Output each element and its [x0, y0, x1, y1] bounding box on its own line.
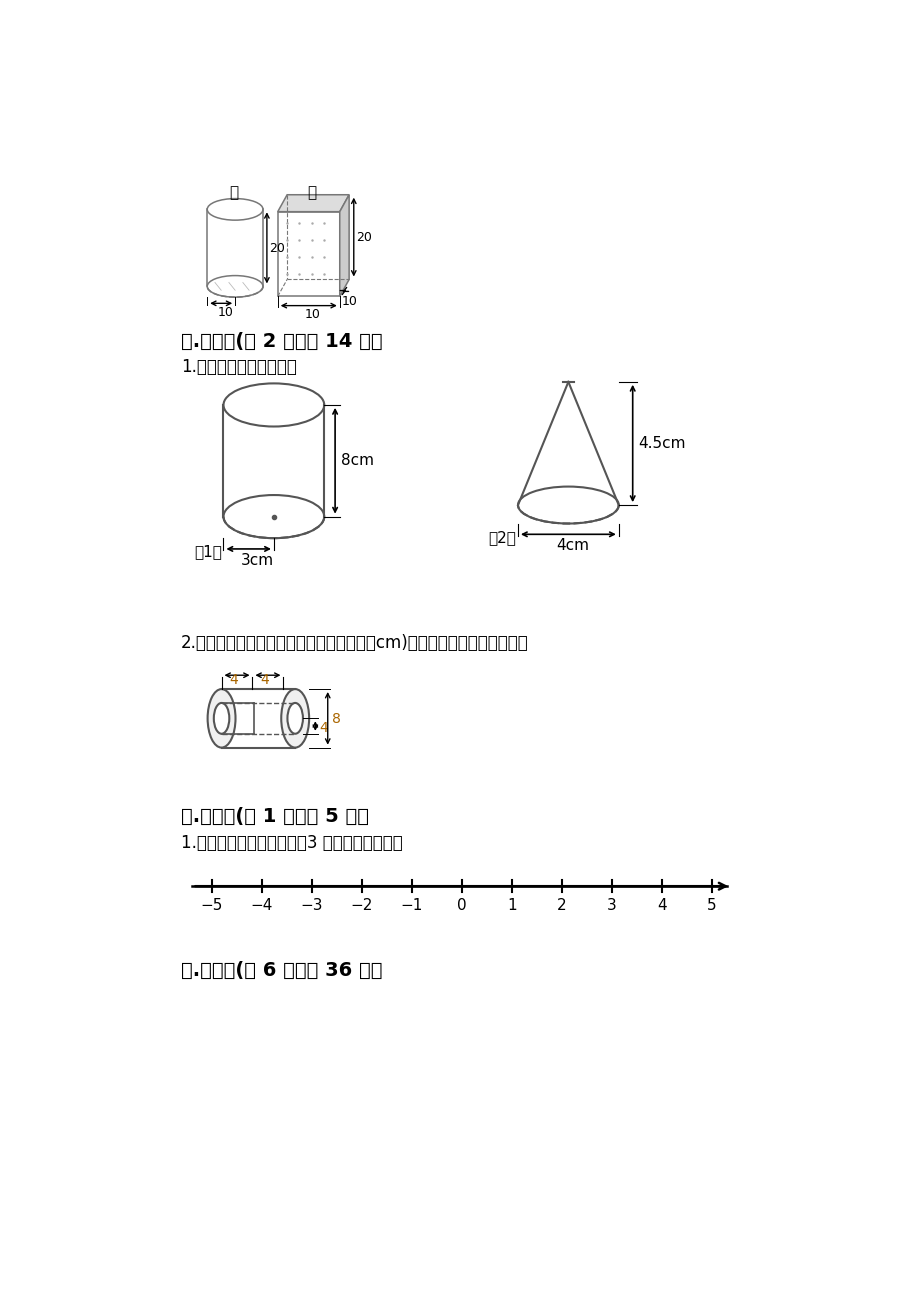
Text: 甲: 甲 — [230, 185, 239, 201]
Text: −2: −2 — [350, 898, 372, 913]
Text: 20: 20 — [356, 230, 371, 243]
Text: 8cm: 8cm — [340, 453, 373, 469]
Text: 3cm: 3cm — [241, 553, 274, 568]
Text: −5: −5 — [200, 898, 222, 913]
Text: 4: 4 — [319, 721, 327, 736]
Text: 4: 4 — [260, 673, 269, 687]
Text: −4: −4 — [250, 898, 273, 913]
Text: −1: −1 — [400, 898, 423, 913]
Text: 1.计算下列图形的体积。: 1.计算下列图形的体积。 — [181, 358, 297, 376]
Text: 8: 8 — [331, 712, 340, 727]
Text: （1）: （1） — [194, 544, 221, 560]
Text: 4cm: 4cm — [556, 538, 589, 553]
Ellipse shape — [208, 689, 235, 747]
Text: 10: 10 — [217, 306, 233, 319]
Text: 0: 0 — [457, 898, 466, 913]
Text: 乙: 乙 — [307, 185, 316, 201]
Text: 4: 4 — [656, 898, 666, 913]
Text: 五.作图题(共 1 题，共 5 分）: 五.作图题(共 1 题，共 5 分） — [181, 807, 369, 825]
Text: 2: 2 — [556, 898, 566, 913]
Text: 5: 5 — [706, 898, 716, 913]
Ellipse shape — [213, 703, 229, 734]
Text: 4.5cm: 4.5cm — [638, 436, 685, 450]
Ellipse shape — [287, 703, 302, 734]
Text: 10: 10 — [304, 309, 321, 320]
Text: 1: 1 — [506, 898, 516, 913]
Ellipse shape — [281, 689, 309, 747]
Text: −3: −3 — [301, 898, 323, 913]
Text: 四.计算题(共 2 题，共 14 分）: 四.计算题(共 2 题，共 14 分） — [181, 332, 382, 350]
Text: 1.在下面直线上，画出比－3 大的数所在区域。: 1.在下面直线上，画出比－3 大的数所在区域。 — [181, 833, 403, 852]
Text: （2）: （2） — [488, 530, 516, 544]
Text: 3: 3 — [607, 898, 616, 913]
Text: 4: 4 — [230, 673, 238, 687]
Polygon shape — [339, 195, 348, 297]
Text: 10: 10 — [341, 294, 357, 307]
Text: 六.解答题(共 6 题，共 36 分）: 六.解答题(共 6 题，共 36 分） — [181, 961, 382, 980]
Polygon shape — [278, 195, 348, 212]
Text: 20: 20 — [269, 242, 285, 255]
Text: 2.如图是一种钢制的配件（图中数据单位：cm)请计算它的表面积和体积。: 2.如图是一种钢制的配件（图中数据单位：cm)请计算它的表面积和体积。 — [181, 634, 528, 651]
